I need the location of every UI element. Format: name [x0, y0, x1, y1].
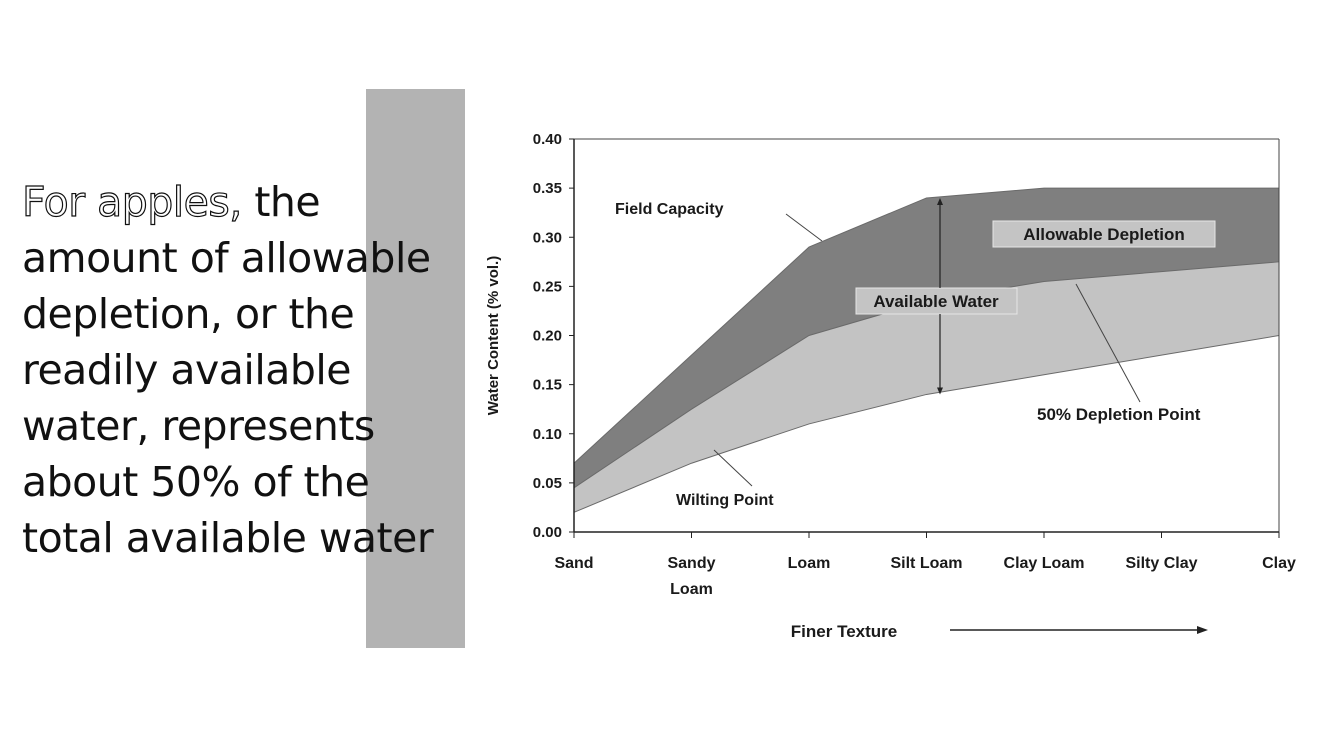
x-axis-title: Finer Texture	[791, 622, 897, 641]
wilting-point-line	[573, 335, 1280, 513]
chart-plot-group: 0.00 0.05 0.10 0.15 0.20 0.25 0.30 0.35 0.40 Sand…	[485, 131, 1296, 641]
slide-line-2: amount of allowable	[22, 234, 431, 282]
allowable-depletion-label: Allowable Depletion	[1023, 225, 1185, 244]
x-tick-label: Loam	[788, 555, 831, 572]
x-axis-arrow-head	[1197, 626, 1208, 634]
x-tick-label: Sand	[554, 555, 593, 572]
slide-line-4: readily available	[22, 346, 351, 394]
depletion-point-label: 50% Depletion Point	[1037, 405, 1201, 424]
water-content-chart: 0.00 0.05 0.10 0.15 0.20 0.25 0.30 0.35 0.40 Sand…	[485, 131, 1296, 641]
slide-line-1: For apples, the	[21, 174, 492, 230]
side-bar-decoration	[366, 89, 465, 648]
y-tick-label: 0.30	[533, 229, 562, 246]
available-water-arrowhead-bottom	[937, 387, 943, 395]
x-tick-label: Sandy	[667, 555, 715, 572]
available-water-label: Available Water	[873, 292, 999, 311]
x-tick-label: Clay Loam	[1004, 555, 1085, 572]
depletion-point-leader	[1075, 283, 1141, 403]
y-axis-title: Water Content (% vol.)	[485, 256, 502, 415]
x-tick-label: Loam	[670, 581, 713, 598]
field-capacity-line	[573, 187, 1279, 464]
slide-line-7: total available water	[22, 514, 434, 562]
y-tick-label: 0.00	[533, 524, 562, 541]
available-water-box	[855, 287, 1018, 315]
field-capacity-leader	[785, 213, 823, 242]
available-water-arrowhead-top	[937, 197, 943, 205]
wilting-point-label: Wilting Point	[676, 492, 774, 509]
x-tick-label: Silty Clay	[1125, 555, 1197, 572]
field-capacity-label: Field Capacity	[615, 201, 724, 218]
lower-available-water-band	[574, 261, 1279, 513]
y-tick-label: 0.20	[533, 328, 562, 345]
y-tick-label: 0.25	[533, 278, 562, 295]
y-tick-label: 0.15	[533, 377, 562, 394]
slide-line-3: depletion, or the	[22, 290, 355, 338]
y-tick-label: 0.10	[533, 426, 562, 443]
allowable-depletion-box	[992, 220, 1216, 248]
y-tick-label: 0.35	[533, 180, 562, 197]
highlight-phrase: For apples,	[21, 177, 242, 226]
slide-line-5: water, represents	[22, 402, 375, 450]
x-tick-label: Silt Loam	[890, 555, 962, 572]
wilting-point-leader	[713, 449, 753, 487]
slide-line-1-rest: the	[241, 178, 321, 226]
allowable-depletion-band	[574, 188, 1279, 488]
y-tick-label: 0.05	[533, 475, 562, 492]
y-tick-label: 0.40	[533, 131, 562, 148]
slide-line-6: about 50% of the	[22, 458, 370, 506]
slide-body-text: For apples, the amount of allowable depl…	[21, 174, 492, 566]
x-tick-label: Clay	[1262, 555, 1296, 572]
